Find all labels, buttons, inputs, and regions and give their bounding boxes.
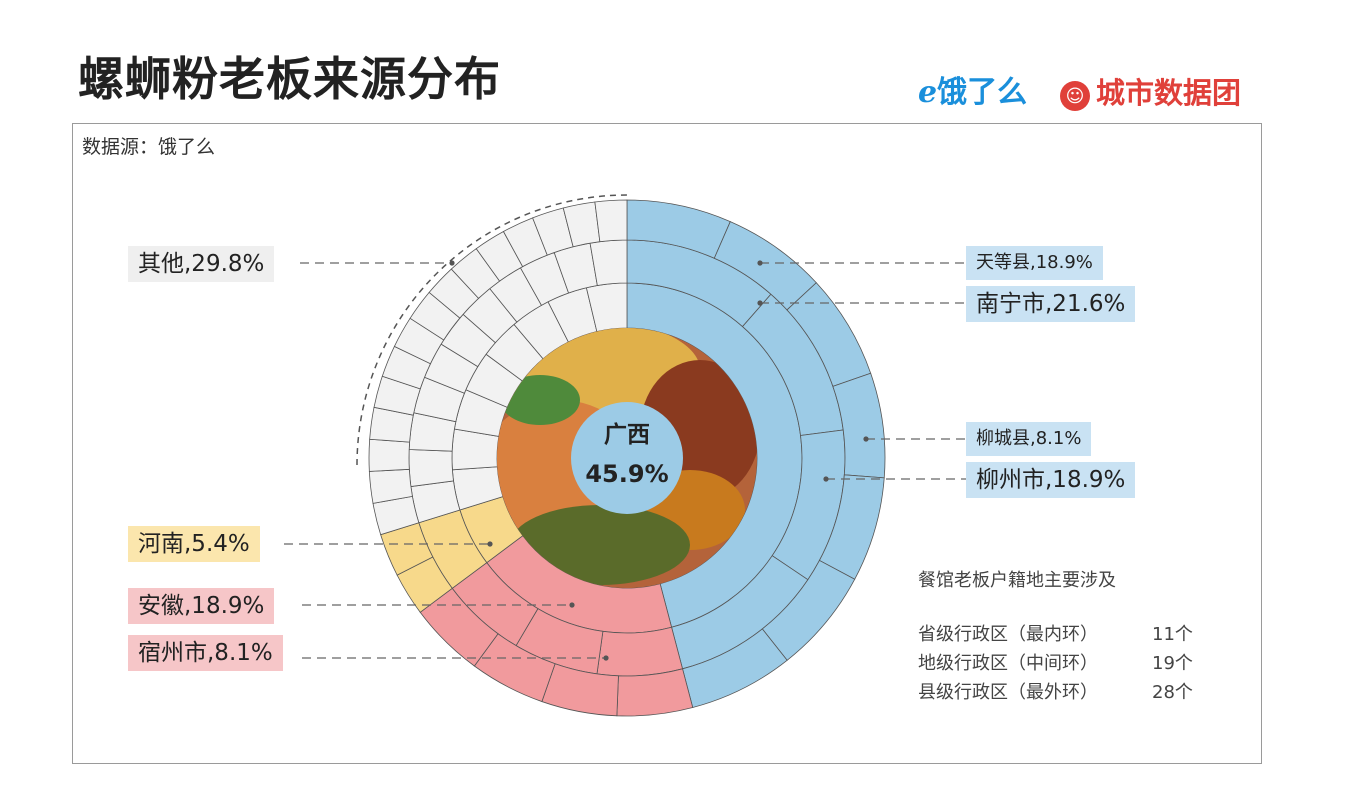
- leader-lines: [284, 260, 966, 661]
- data-source: 数据源：饿了么: [82, 136, 216, 158]
- notes-row-province-label: 省级行政区（最内环）: [918, 624, 1098, 645]
- label-henan: 河南,5.4%: [128, 526, 260, 562]
- ring-cell-county: [368, 438, 411, 472]
- eleme-logo-text: 饿了么: [937, 75, 1028, 110]
- leader-dot: [603, 655, 609, 661]
- label-liucheng: 柳城县,8.1%: [966, 422, 1092, 456]
- label-nanning: 南宁市,21.6%: [966, 286, 1136, 322]
- leader-dot: [757, 260, 763, 266]
- sunburst-rings: [368, 199, 886, 717]
- label-liuzhou: 柳州市,18.9%: [966, 462, 1136, 498]
- label-tiandeng: 天等县,18.9%: [966, 246, 1103, 280]
- leader-dot: [863, 436, 869, 442]
- eleme-logo: ℯ饿了么: [918, 78, 1027, 108]
- ring-cell-prefecture: [408, 449, 454, 488]
- label-suzhou: 宿州市,8.1%: [128, 635, 283, 671]
- ring-cell-county: [594, 199, 628, 243]
- leader-dot: [449, 260, 455, 266]
- notes-heading: 餐馆老板户籍地主要涉及: [918, 570, 1116, 591]
- city-data-logo-text: 城市数据团: [1096, 76, 1242, 110]
- leader-dot: [823, 476, 829, 482]
- chart-frame: [72, 123, 1262, 764]
- label-other: 其他,29.8%: [128, 246, 275, 282]
- notes-row-county-count: 28个: [1152, 682, 1193, 703]
- center-label-name: 广西: [604, 422, 650, 448]
- page-title: 螺蛳粉老板来源分布: [78, 52, 501, 106]
- notes-row-prefecture-count: 19个: [1152, 653, 1193, 674]
- notes-row-county-label: 县级行政区（最外环）: [918, 682, 1098, 703]
- ring-cell-prefecture: [596, 626, 684, 677]
- label-anhui: 安徽,18.9%: [128, 588, 275, 624]
- center-label-value: 45.9%: [585, 460, 669, 488]
- leader-dot: [569, 602, 575, 608]
- ring-cell-county: [616, 668, 694, 717]
- other-dashed-arc: [356, 194, 628, 466]
- eleme-e-icon: ℯ: [918, 75, 938, 110]
- center-circle: [571, 402, 683, 514]
- notes-row-province-count: 11个: [1152, 624, 1193, 645]
- leader-dot: [487, 541, 493, 547]
- leader-dot: [757, 300, 763, 306]
- city-data-logo-icon: ☺: [1060, 81, 1090, 111]
- notes-row-prefecture-label: 地级行政区（中间环）: [918, 653, 1098, 674]
